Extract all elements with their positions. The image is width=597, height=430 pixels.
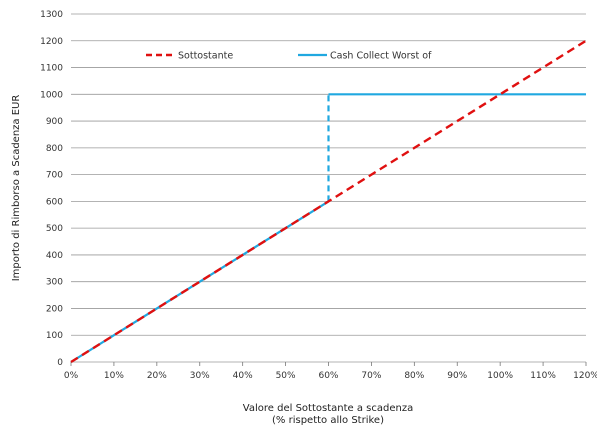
x-axis-title-line-1: Valore del Sottostante a scadenza [243, 403, 413, 414]
axis-layer: 0 100 200 300 400 500 600 700 800 900 1000 1100 1200… [40, 10, 597, 381]
y-tick-label: 500 [46, 224, 63, 234]
y-tick-label: 1200 [40, 37, 63, 47]
x-tick-label: 40% [233, 371, 253, 381]
grid-layer [71, 13, 586, 363]
y-tick-label: 0 [57, 358, 63, 368]
y-tick-label: 1100 [40, 64, 63, 74]
x-tick-label: 120% [573, 371, 597, 381]
x-tick-label: 100% [487, 371, 513, 381]
x-tick-label: 20% [147, 371, 167, 381]
y-tick-label: 1300 [40, 10, 63, 20]
legend: Sottostante Cash Collect Worst of [146, 51, 432, 62]
sottostante-line [70, 39, 587, 364]
x-tick-label: 0% [64, 371, 79, 381]
x-axis-title-line-2: (% rispetto allo Strike) [272, 415, 384, 426]
legend-label-cash-collect: Cash Collect Worst of [330, 51, 432, 62]
y-tick-label: 800 [46, 144, 63, 154]
x-tick-label: 60% [318, 371, 338, 381]
legend-label-sottostante: Sottostante [178, 51, 233, 62]
x-tick-label: 10% [104, 371, 124, 381]
x-tick-label: 30% [190, 371, 210, 381]
y-tick-label: 600 [46, 197, 63, 207]
x-tick-label: 110% [530, 371, 556, 381]
y-tick-label: 900 [46, 117, 63, 127]
y-tick-label: 400 [46, 251, 63, 261]
y-tick-label: 700 [46, 171, 63, 181]
x-tick-label: 50% [276, 371, 296, 381]
x-tick-label: 90% [447, 371, 467, 381]
x-tick-label: 80% [404, 371, 424, 381]
x-tick-label: 70% [361, 371, 381, 381]
y-axis-title: Importo di Rimborso a Scadenza EUR [11, 95, 22, 282]
y-tick-label: 300 [46, 278, 63, 288]
y-tick-label: 200 [46, 304, 63, 314]
y-tick-label: 100 [46, 331, 63, 341]
series-layer [70, 39, 587, 364]
y-tick-label: 1000 [40, 90, 63, 100]
